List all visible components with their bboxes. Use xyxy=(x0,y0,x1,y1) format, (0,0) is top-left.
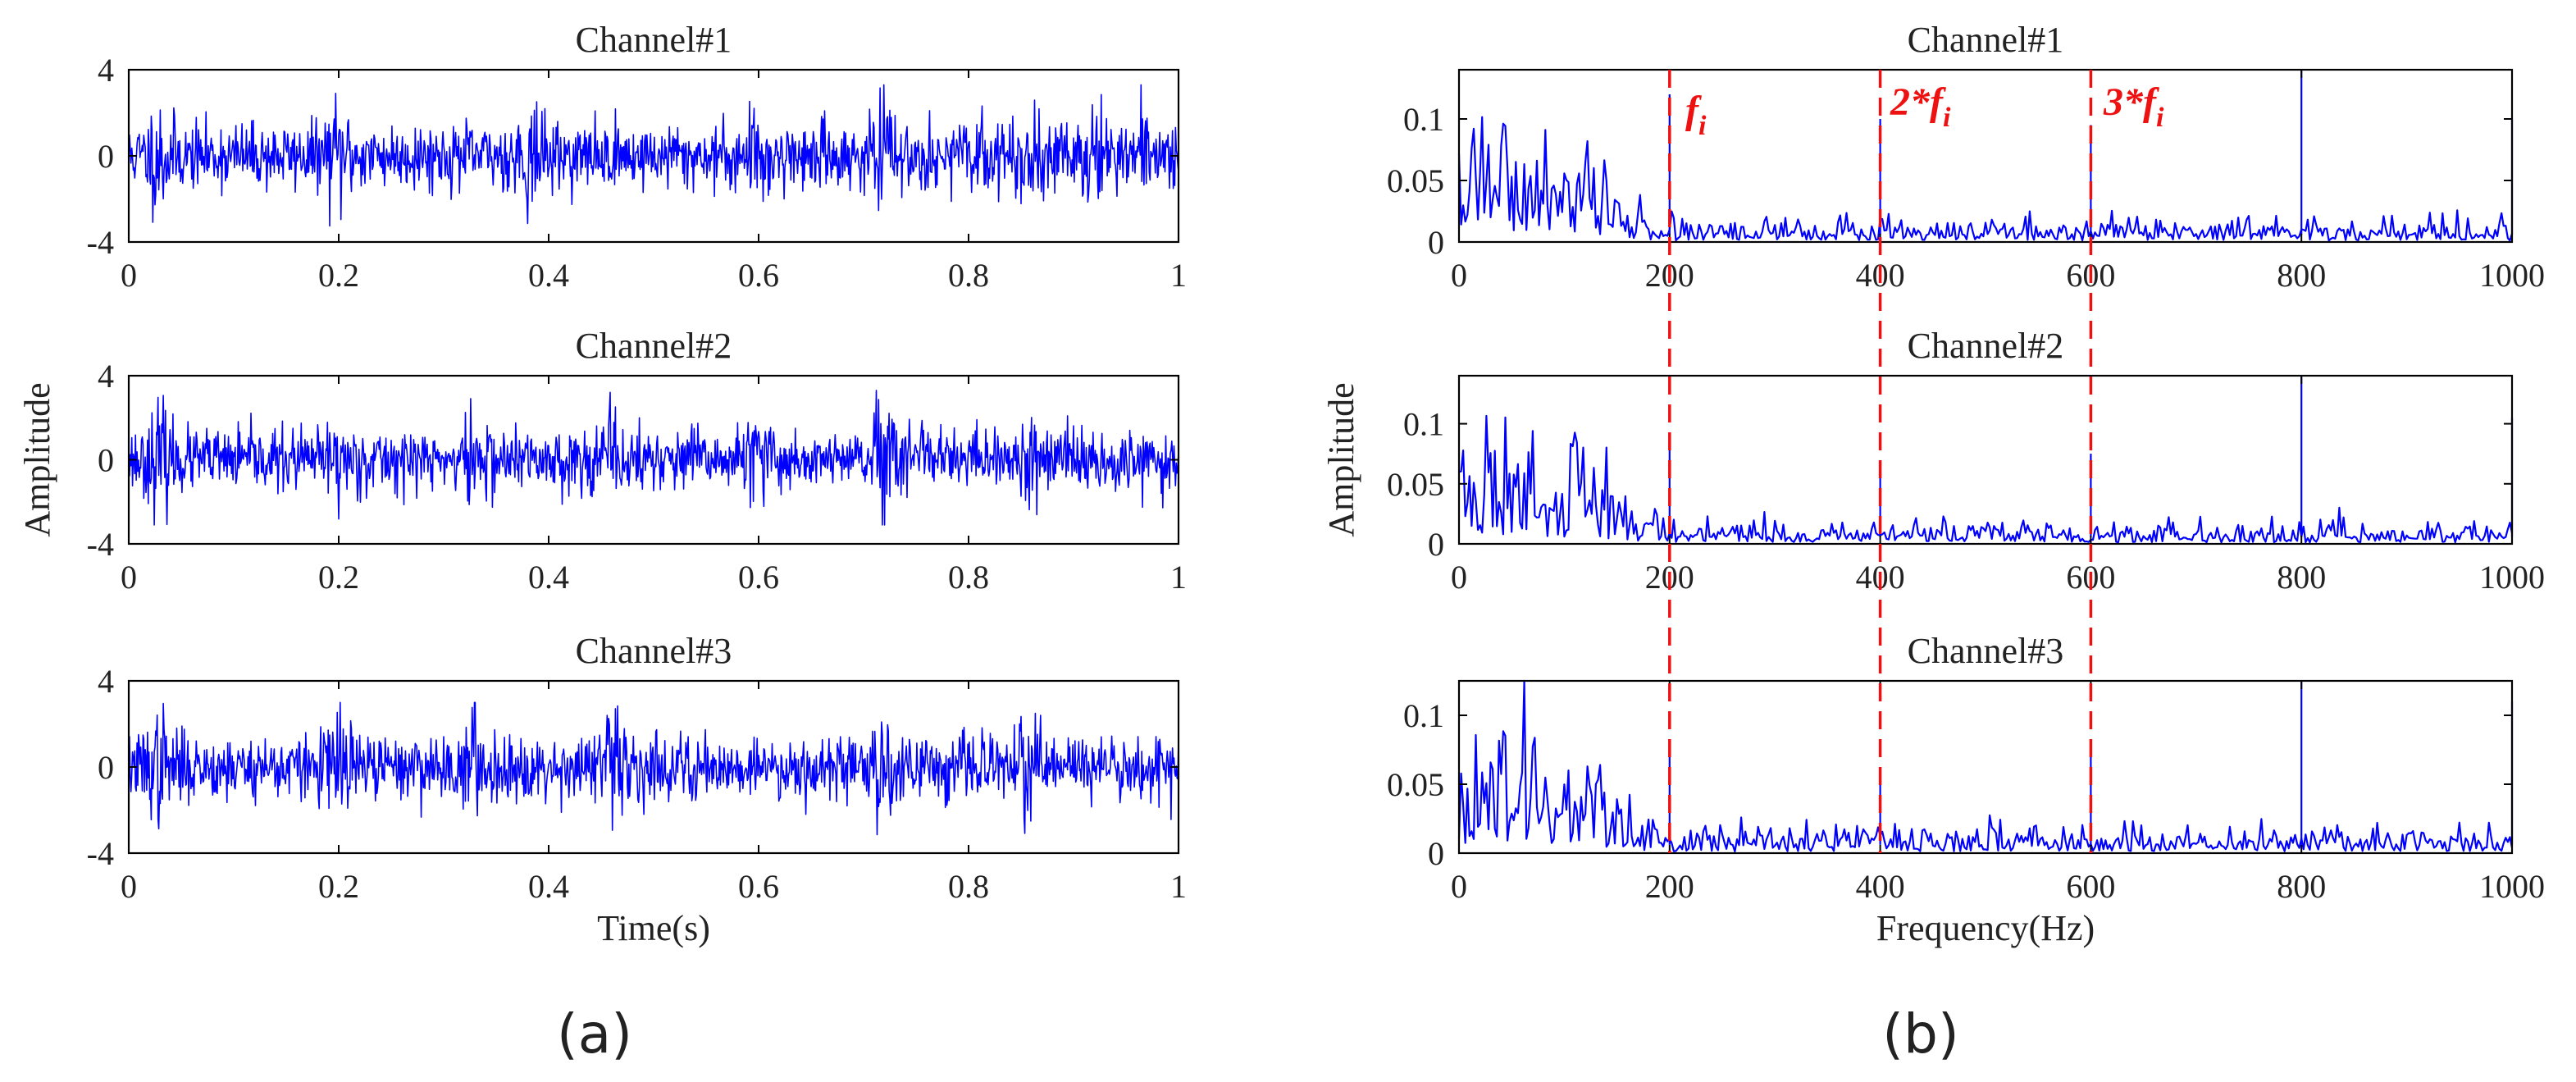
y-tick-label: 0 xyxy=(98,749,114,786)
time-series-line xyxy=(128,701,1179,836)
plot-frame xyxy=(1457,374,2514,546)
y-tick-label: 0.05 xyxy=(1387,162,1444,199)
y-tick-label: 0 xyxy=(98,442,114,479)
y-tick-label: 4 xyxy=(98,52,114,89)
subplot-title: Channel#3 xyxy=(1908,631,2064,671)
annotation-3fi: 3*fi xyxy=(2103,80,2164,133)
y-tick-label: 0 xyxy=(1428,526,1444,563)
time-series-line xyxy=(128,84,1179,227)
x-tick-label: 0.2 xyxy=(318,868,359,905)
x-tick-label: 0.8 xyxy=(948,257,989,294)
x-tick-label: 800 xyxy=(2277,868,2326,905)
annotation-fi: fi xyxy=(1685,89,1707,141)
x-tick-label: 1000 xyxy=(2479,257,2545,294)
y-tick-label: 0.05 xyxy=(1387,466,1444,503)
subplot-title: Channel#1 xyxy=(1908,20,2064,60)
y-tick-label: 0 xyxy=(1428,224,1444,261)
y-tick-label: 0.1 xyxy=(1403,406,1444,443)
y-axis-label: Amplitude xyxy=(1321,382,1361,536)
y-tick-label: -4 xyxy=(87,224,114,261)
plot-frame xyxy=(1457,68,2514,244)
subplot-title: Channel#2 xyxy=(1908,326,2064,366)
panel-label-a: (a) xyxy=(557,1002,632,1066)
spectrum-line xyxy=(1457,116,2514,242)
x-axis-label: Time(s) xyxy=(597,908,710,948)
x-tick-label: 0.8 xyxy=(948,559,989,596)
y-tick-label: 0.05 xyxy=(1387,766,1444,803)
x-tick-label: 0.4 xyxy=(528,868,569,905)
time-series-line xyxy=(128,390,1179,526)
subplot-6: 0 200 400 600 800 1000 0 0.05 0.1 Channel#3 Freque… xyxy=(1387,631,2545,948)
spectrum-line xyxy=(1458,414,2514,544)
y-tick-label: 0.1 xyxy=(1403,697,1444,734)
x-tick-label: 1000 xyxy=(2479,559,2545,596)
x-tick-label: 1 xyxy=(1170,559,1187,596)
x-axis-label: Frequency(Hz) xyxy=(1876,908,2095,948)
x-tick-label: 0 xyxy=(121,559,137,596)
x-tick-label: 0 xyxy=(121,868,137,905)
panel-label-b: (b) xyxy=(1882,1002,1958,1066)
x-tick-label: 0.8 xyxy=(948,868,989,905)
x-tick-label: 0 xyxy=(121,257,137,294)
x-tick-label: 200 xyxy=(1645,868,1694,905)
x-tick-label: 0.6 xyxy=(738,559,779,596)
x-tick-label: 0.2 xyxy=(318,559,359,596)
x-tick-label: 0.2 xyxy=(318,257,359,294)
y-tick-label: 0.1 xyxy=(1403,101,1444,138)
subplot-title: Channel#2 xyxy=(576,326,732,366)
x-tick-label: 400 xyxy=(1856,868,1905,905)
plot-frame xyxy=(1457,679,2514,855)
x-tick-label: 0 xyxy=(1451,868,1467,905)
x-tick-label: 0 xyxy=(1451,559,1467,596)
x-tick-label: 1000 xyxy=(2479,868,2545,905)
x-tick-label: 800 xyxy=(2277,257,2326,294)
y-tick-label: -4 xyxy=(87,835,114,872)
x-tick-label: 0.6 xyxy=(738,868,779,905)
x-tick-label: 0.4 xyxy=(528,559,569,596)
x-tick-label: 800 xyxy=(2277,559,2326,596)
x-tick-label: 0 xyxy=(1451,257,1467,294)
subplot-title: Channel#3 xyxy=(576,631,732,671)
y-tick-label: -4 xyxy=(87,526,114,563)
y-tick-label: 4 xyxy=(98,663,114,700)
y-tick-label: 0 xyxy=(98,138,114,175)
annotation-2fi: 2*fi xyxy=(1890,80,1951,133)
spectrum-line xyxy=(1457,679,2514,853)
x-tick-label: 1 xyxy=(1170,257,1187,294)
x-tick-label: 1 xyxy=(1170,868,1187,905)
y-tick-label: 0 xyxy=(1428,835,1444,872)
y-axis-label: Amplitude xyxy=(17,382,57,536)
x-tick-label: 600 xyxy=(2066,868,2115,905)
harmonic-annotations: fi 2*fi 3*fi xyxy=(1685,80,2164,141)
x-tick-label: 0.6 xyxy=(738,257,779,294)
subplot-title: Channel#1 xyxy=(576,20,732,60)
y-tick-label: 4 xyxy=(98,358,114,395)
x-tick-label: 0.4 xyxy=(528,257,569,294)
subplot-5: 0 200 400 600 800 100000.050.1Channel#2Amplit… xyxy=(1321,326,2545,596)
